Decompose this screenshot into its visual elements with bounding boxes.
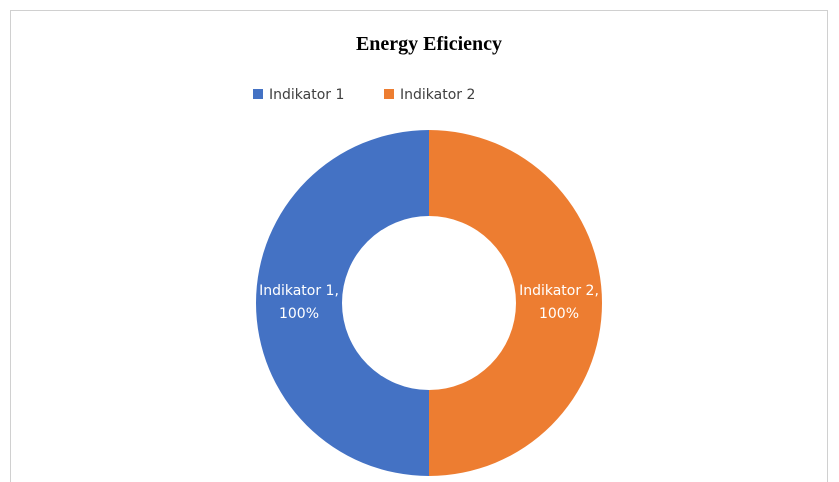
donut-slice — [429, 130, 602, 476]
legend-swatch — [384, 89, 394, 99]
chart-title: Energy Eficiency — [356, 33, 502, 55]
data-label: Indikator 2, 100% — [519, 283, 599, 322]
legend-swatch — [253, 89, 263, 99]
legend-label: Indikator 1 — [269, 87, 344, 103]
chart-frame — [10, 10, 828, 482]
data-label: Indikator 1, 100% — [259, 283, 339, 322]
legend-label: Indikator 2 — [400, 87, 475, 103]
donut-slice — [256, 130, 429, 476]
